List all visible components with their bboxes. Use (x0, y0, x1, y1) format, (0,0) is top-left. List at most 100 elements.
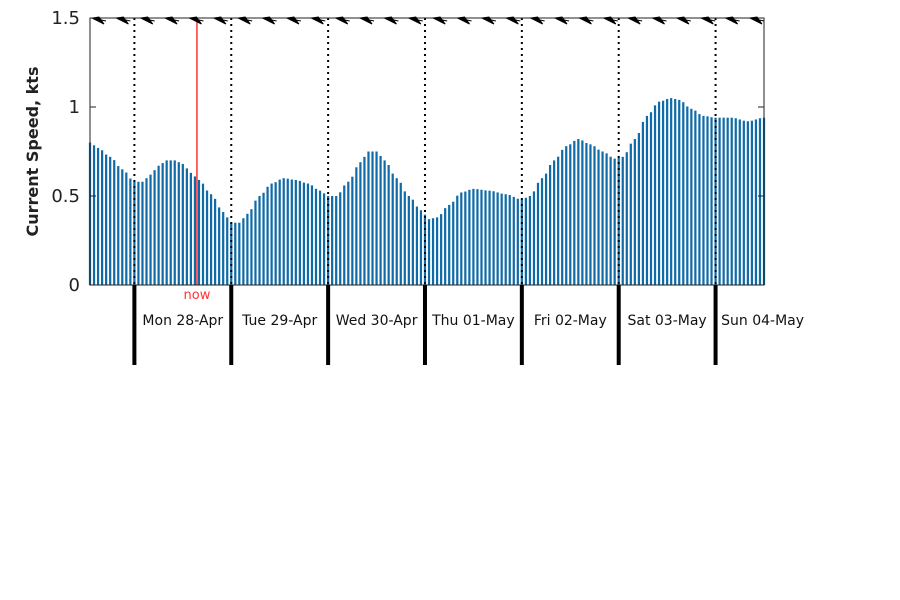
speed-bar (173, 160, 176, 285)
speed-bar (355, 167, 358, 285)
speed-bar (371, 151, 374, 285)
day-label: Thu 01-May (431, 313, 515, 329)
speed-bar (557, 156, 560, 285)
speed-bar (613, 158, 616, 285)
speed-bar (722, 117, 725, 286)
speed-bar (464, 191, 467, 285)
speed-bar (456, 195, 459, 285)
speed-bar (423, 214, 427, 285)
speed-bar (597, 149, 600, 285)
speed-bar (351, 176, 354, 285)
speed-bar (209, 194, 213, 285)
speed-bar (234, 222, 237, 285)
day-label: Tue 29-Apr (241, 313, 317, 329)
speed-bar (222, 212, 225, 285)
speed-bar (427, 219, 431, 285)
speed-bar (649, 112, 653, 286)
speed-bar (548, 165, 552, 285)
speed-bar (335, 196, 338, 285)
y-tick-label: 0.5 (51, 186, 80, 207)
speed-bar (504, 194, 507, 285)
speed-bar (528, 196, 532, 285)
day-label: Wed 30-Apr (336, 313, 418, 329)
speed-bar (149, 174, 152, 285)
speed-bar (407, 196, 410, 285)
speed-bar (121, 169, 124, 285)
speed-bar (577, 139, 580, 285)
speed-bar (109, 156, 112, 285)
direction-arrow-icon (650, 16, 667, 25)
direction-arrow-icon (407, 16, 423, 25)
speed-bar (476, 189, 479, 285)
day-label: Fri 02-May (534, 313, 607, 329)
speed-bar (573, 140, 576, 285)
speed-bar (435, 217, 439, 285)
speed-bar (686, 106, 689, 285)
speed-bar (734, 118, 737, 286)
direction-arrow-icon (163, 16, 180, 25)
speed-bar (565, 146, 568, 285)
direction-arrow-icon (309, 16, 326, 25)
speed-bar (343, 185, 346, 285)
direction-arrow-icon (626, 16, 643, 25)
speed-bar (472, 188, 475, 285)
speed-bar (468, 189, 471, 285)
speed-bar (391, 173, 394, 285)
speed-bar (145, 178, 148, 285)
speed-bar (661, 100, 665, 286)
speed-bar (254, 200, 257, 285)
direction-arrow-icon (187, 16, 204, 25)
speed-bar (714, 117, 717, 286)
speed-bar (637, 133, 640, 285)
speed-bar (266, 186, 269, 285)
speed-bar (710, 117, 713, 285)
speed-bar (553, 160, 556, 285)
direction-arrow-icon (285, 16, 302, 25)
speed-bar (496, 192, 499, 285)
speed-bar (718, 117, 721, 286)
speed-bar (440, 214, 443, 285)
speed-bar (585, 143, 588, 285)
speed-bar (581, 140, 584, 285)
speed-bar (645, 115, 649, 286)
speed-bar (754, 119, 758, 286)
bars-layer (88, 98, 766, 286)
speed-bar (516, 198, 519, 285)
speed-bar (452, 201, 455, 285)
direction-arrow-icon (504, 16, 521, 25)
speed-bar (419, 210, 423, 285)
speed-bar (758, 118, 762, 286)
direction-arrow-icon (529, 16, 545, 25)
speed-bar (431, 218, 435, 285)
speed-bar (670, 98, 673, 285)
speed-bar (161, 163, 164, 285)
speed-bar (242, 218, 245, 285)
speed-bar (512, 196, 515, 285)
speed-bar (444, 208, 447, 285)
speed-bar (536, 182, 540, 285)
speed-bar (609, 156, 612, 285)
speed-bar (185, 168, 188, 285)
y-axis-ticks: 0 0.5 1 1.5 (51, 8, 764, 296)
speed-bar (193, 176, 197, 285)
speed-bar (105, 154, 108, 285)
speed-bar (484, 190, 487, 285)
speed-bar (302, 182, 306, 285)
speed-bar (298, 180, 301, 285)
speed-bar (314, 188, 318, 285)
speed-bar (593, 146, 596, 285)
speed-bar (101, 150, 104, 285)
day-axis: Mon 28-Apr Tue 29-Apr Wed 30-Apr Thu 01-May… (132, 285, 804, 365)
speed-bar (492, 191, 495, 285)
speed-bar (331, 196, 334, 285)
plot-frame (89, 17, 765, 286)
speed-bar (742, 120, 745, 286)
speed-bar (310, 185, 314, 285)
speed-bar (294, 179, 297, 285)
speed-bar (286, 178, 289, 285)
speed-bar (415, 206, 419, 285)
speed-bar (133, 181, 136, 285)
direction-arrow-icon (748, 16, 765, 25)
direction-arrow-icon (577, 16, 594, 25)
speed-bar (625, 152, 628, 285)
